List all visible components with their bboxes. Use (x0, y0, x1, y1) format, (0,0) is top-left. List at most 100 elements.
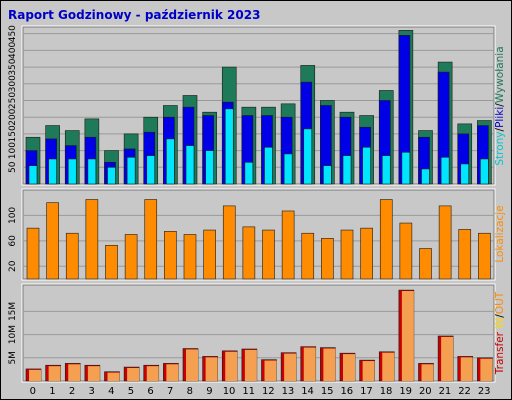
legend-3-entry: / (494, 314, 506, 318)
bar-strony-8 (185, 145, 195, 185)
bar-transfer-out-16 (343, 354, 355, 381)
x-tick-label: 19 (399, 386, 412, 397)
x-tick-label: 17 (360, 386, 373, 397)
panel-2-y-tick-label: 60 (8, 235, 18, 247)
bar-transfer-out-13 (284, 353, 297, 381)
bar-strony-17 (362, 146, 371, 185)
bar-transfer-out-12 (264, 360, 277, 381)
bar-strony-13 (283, 153, 293, 185)
panel-3-y-tick-label: 10M (8, 325, 18, 344)
x-tick-label: 15 (321, 386, 334, 397)
bar-lokalizacje-2 (65, 232, 79, 280)
bar-strony-14 (303, 128, 313, 185)
bar-strony-2 (67, 158, 77, 185)
bar-strony-22 (460, 163, 470, 185)
bar-lokalizacje-7 (164, 231, 177, 280)
x-tick-label: 13 (282, 386, 295, 397)
bar-lokalizacje-8 (183, 234, 197, 280)
bar-strony-12 (264, 146, 273, 185)
panel-1-plot-area (22, 26, 495, 185)
bar-strony-21 (440, 156, 450, 185)
legend-2-entry: Lokalizacje (494, 205, 506, 262)
x-tick-label: 21 (439, 386, 452, 397)
legend-3-entry: OUT (494, 291, 506, 314)
x-tick-label: 10 (223, 386, 236, 397)
x-tick-label: 1 (49, 386, 55, 397)
bar-lokalizacje-11 (242, 226, 256, 280)
chart-title: Raport Godzinowy - październik 2023 (8, 8, 260, 22)
bar-transfer-out-17 (362, 361, 375, 381)
bar-lokalizacje-14 (301, 232, 315, 280)
bar-strony-18 (381, 155, 391, 185)
bar-lokalizacje-9 (203, 229, 216, 280)
bar-strony-1 (48, 158, 57, 185)
bar-lokalizacje-1 (46, 202, 59, 280)
panel-2-y-tick-label: 20 (8, 260, 18, 272)
bar-transfer-out-7 (166, 364, 179, 381)
panel-3-y-tick-label: 15M (8, 302, 18, 321)
bar-lokalizacje-0 (26, 227, 40, 280)
bar-lokalizacje-16 (340, 229, 354, 280)
panel-2-frame-light (21, 188, 496, 281)
bar-transfer-out-20 (421, 364, 434, 381)
panel-1-y-tick-label: 400 (8, 42, 18, 59)
bar-transfer-out-14 (303, 347, 316, 381)
bar-lokalizacje-13 (281, 210, 295, 280)
bar-strony-9 (205, 150, 214, 185)
bar-transfer-out-6 (146, 366, 159, 381)
panel-1-y-tick-label: 300 (8, 75, 18, 92)
legend-1: Strony/Pliki/Wywołania (494, 46, 506, 165)
x-tick-label: 11 (242, 386, 255, 397)
x-tick-label: 3 (89, 386, 95, 397)
bar-lokalizacje-10 (222, 205, 236, 280)
bar-transfer-out-4 (107, 372, 120, 381)
x-tick-label: 14 (301, 386, 314, 397)
x-tick-label: 6 (147, 386, 153, 397)
legend-1-entry: Pliki (494, 107, 506, 128)
bar-transfer-out-18 (382, 352, 395, 381)
bar-strony-20 (421, 168, 430, 185)
legend-1-entry: Wywołania (494, 46, 506, 103)
legend-3-entry: Transfer (494, 331, 506, 375)
bar-transfer-out-22 (460, 357, 473, 381)
legend-1-entry: Strony (494, 131, 506, 165)
bar-lokalizacje-22 (458, 229, 472, 280)
bar-transfer-out-1 (48, 366, 61, 381)
bar-lokalizacje-23 (478, 232, 491, 280)
x-tick-label: 7 (167, 386, 173, 397)
panel-1-y-tick-label: 200 (8, 108, 18, 125)
bar-transfer-out-9 (205, 357, 218, 381)
x-tick-label: 16 (340, 386, 353, 397)
panel-1-y-tick-label: 350 (8, 58, 18, 75)
bar-lokalizacje-12 (262, 229, 275, 280)
legend-2: Lokalizacje (494, 205, 506, 262)
bar-strony-19 (401, 151, 411, 185)
panel-3-y-tick-label: 5M (8, 351, 18, 365)
bar-strony-6 (146, 155, 156, 185)
bar-strony-23 (480, 158, 489, 185)
bar-transfer-out-10 (225, 351, 238, 381)
bar-strony-4 (107, 166, 116, 185)
bar-strony-7 (166, 138, 175, 185)
bar-lokalizacje-20 (419, 248, 432, 280)
x-tick-label: 8 (187, 386, 193, 397)
x-tick-label: 4 (108, 386, 114, 397)
bar-transfer-out-3 (87, 366, 100, 381)
x-tick-label: 12 (262, 386, 275, 397)
panel-1-frame-light (21, 25, 496, 186)
x-tick-label: 22 (458, 386, 471, 397)
legend-1-entry: / (494, 127, 506, 131)
bar-transfer-out-21 (441, 336, 454, 381)
bar-transfer-out-23 (480, 358, 493, 381)
bar-strony-16 (342, 155, 352, 185)
x-tick-label: 18 (380, 386, 393, 397)
x-tick-label: 5 (128, 386, 134, 397)
bar-lokalizacje-17 (360, 227, 373, 280)
legend-1-entry: / (494, 103, 506, 107)
panel-3-plot-area (22, 284, 495, 382)
bar-transfer-out-5 (127, 368, 140, 381)
x-tick-label: 9 (206, 386, 212, 397)
bar-transfer-out-2 (68, 364, 81, 381)
